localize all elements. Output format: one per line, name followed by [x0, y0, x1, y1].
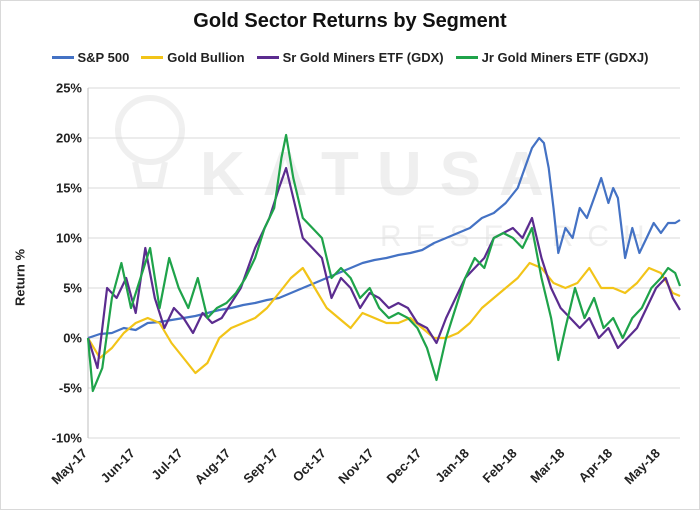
legend-item-gold-bullion: Gold Bullion — [141, 50, 245, 65]
series-line-2 — [86, 166, 681, 370]
y-tick-label: 15% — [56, 181, 82, 196]
series-line-1 — [87, 261, 681, 375]
x-tick-label: Jun-17 — [98, 446, 138, 486]
legend-swatch-gold-bullion — [141, 56, 164, 59]
x-tick-label: Nov-17 — [335, 446, 376, 487]
legend-item-gdxj: Jr Gold Miners ETF (GDXJ) — [455, 50, 649, 65]
watermark-subtext: RESEARCH — [380, 220, 659, 253]
y-tick-label: 5% — [63, 281, 82, 296]
chart-legend: S&P 500 Gold Bullion Sr Gold Miners ETF … — [0, 50, 700, 65]
x-tick-label: Aug-17 — [192, 446, 234, 488]
y-tick-label: -10% — [52, 431, 83, 446]
legend-label-gold-bullion: Gold Bullion — [167, 50, 245, 65]
x-tick-label: Oct-17 — [290, 446, 329, 485]
y-tick-labels: 25% 20% 15% 10% 5% 0% -5% -10% — [52, 81, 83, 446]
y-tick-label: 20% — [56, 131, 82, 146]
x-tick-label: Apr-18 — [576, 446, 616, 486]
y-tick-label: -5% — [59, 381, 83, 396]
chart-title: Gold Sector Returns by Segment — [193, 10, 507, 32]
series-line-0 — [87, 136, 681, 340]
y-tick-label: 10% — [56, 231, 82, 246]
x-tick-label: May-17 — [48, 446, 90, 488]
x-tick-label: May-18 — [621, 446, 663, 488]
legend-label-gdxj: Jr Gold Miners ETF (GDXJ) — [481, 50, 649, 65]
legend-label-sp500: S&P 500 — [77, 50, 130, 65]
x-tick-label: Sep-17 — [240, 446, 281, 487]
gridlines — [88, 87, 680, 439]
legend-swatch-gdxj — [455, 56, 478, 59]
x-tick-label: Jul-17 — [148, 446, 185, 483]
watermark-logo: KATUSA RESEARCH — [115, 95, 659, 253]
series-line-3 — [86, 133, 682, 393]
legend-item-sp500: S&P 500 — [51, 50, 130, 65]
legend-item-gdx: Sr Gold Miners ETF (GDX) — [256, 50, 444, 65]
x-tick-label: Jan-18 — [432, 446, 472, 486]
x-tick-label: Mar-18 — [527, 446, 567, 486]
x-tick-label: Feb-18 — [480, 446, 520, 486]
y-tick-label: 25% — [56, 81, 82, 96]
x-tick-labels: May-17 Jun-17 Jul-17 Aug-17 Sep-17 Oct-17 Nov-… — [48, 446, 663, 488]
watermark-text: KATUSA — [200, 140, 562, 209]
x-tick-label: Dec-17 — [384, 446, 425, 487]
legend-swatch-gdx — [256, 56, 279, 59]
legend-swatch-sp500 — [51, 56, 74, 59]
y-tick-label: 0% — [63, 331, 82, 346]
series-lines — [86, 133, 682, 393]
legend-label-gdx: Sr Gold Miners ETF (GDX) — [282, 50, 444, 65]
